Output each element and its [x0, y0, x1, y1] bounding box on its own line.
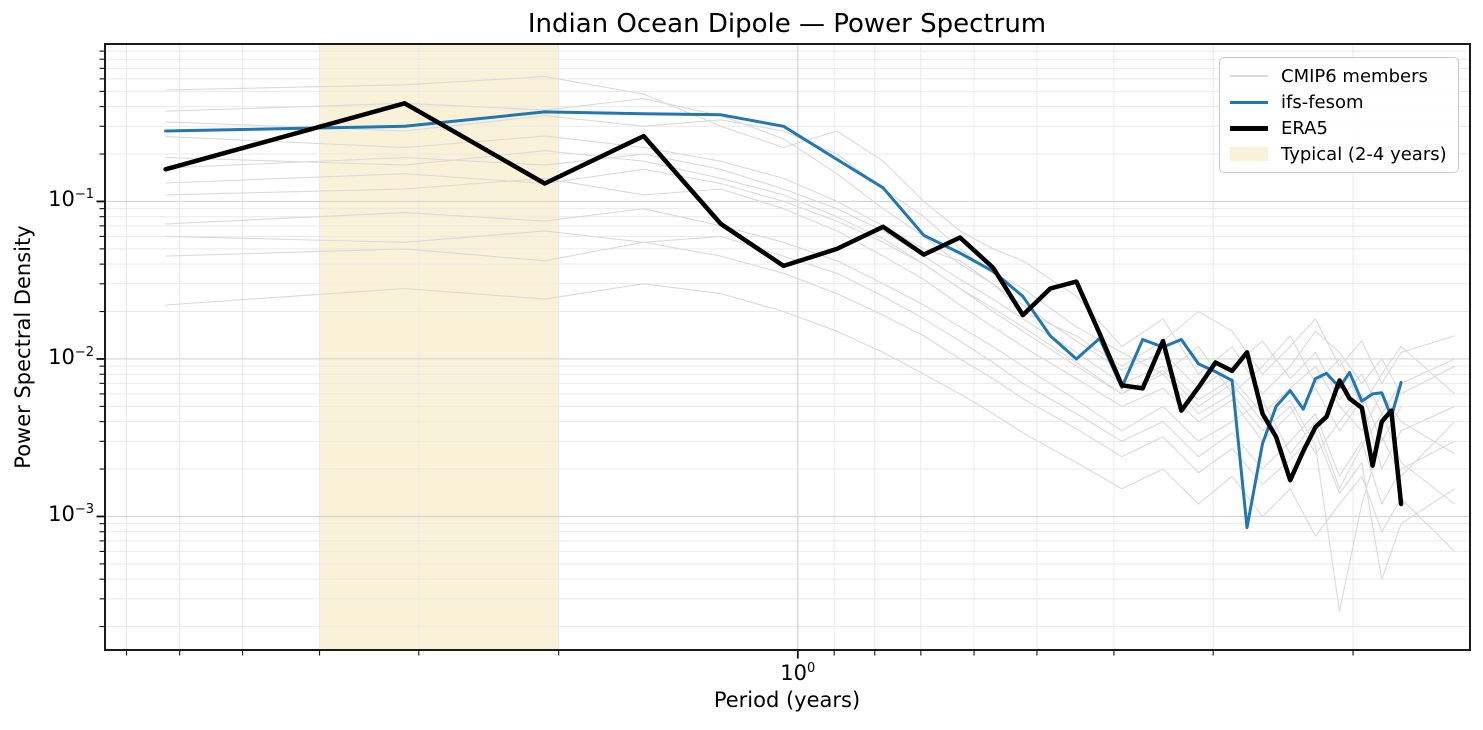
cmip6-member-line	[165, 135, 1455, 415]
typical-band-swatch	[1230, 147, 1268, 161]
x-tick-label: 100	[780, 661, 816, 685]
era5-line-swatch	[1230, 125, 1268, 131]
cmip6-member-line	[165, 230, 1455, 505]
x-axis-label: Period (years)	[713, 688, 861, 712]
legend-label: CMIP6 members	[1281, 65, 1428, 87]
cmip6-member-line	[165, 150, 1455, 612]
legend-item-cmip6-members: CMIP6 members	[1230, 66, 1452, 87]
era5-line	[163, 101, 1404, 507]
legend-label: Typical (2-4 years)	[1281, 143, 1447, 165]
chart-title: Indian Ocean Dipole — Power Spectrum	[527, 9, 1047, 39]
ifs-fesom-line-swatch	[1230, 100, 1268, 104]
y-tick-label: 10−3	[48, 502, 94, 527]
y-tick-label: 10−2	[48, 344, 94, 369]
cmip6-member-line	[165, 115, 1455, 407]
legend-label: ERA5	[1281, 117, 1328, 139]
y-tick-label: 10−1	[48, 187, 94, 212]
cmip6-member-line	[165, 76, 1455, 395]
cmip6-member-line	[165, 177, 1455, 470]
axes-spines	[104, 43, 1471, 651]
cmip6-member-line	[165, 153, 1455, 455]
legend-item-era5: ERA5	[1230, 118, 1452, 139]
cmip6-member-line	[165, 283, 1455, 552]
typical-band	[319, 44, 559, 650]
cmip6-member-line	[165, 241, 1455, 580]
cmip6-member-line	[165, 168, 1402, 455]
series-group	[163, 76, 1455, 612]
cmip6-line-swatch	[1230, 75, 1268, 77]
legend-item-typical-band: Typical (2-4 years)	[1230, 144, 1452, 165]
legend-label: ifs-fesom	[1281, 91, 1364, 113]
legend: CMIP6 members ifs-fesom ERA5 Typical (2-…	[1219, 57, 1459, 173]
legend-item-ifs-fesom: ifs-fesom	[1230, 92, 1452, 113]
